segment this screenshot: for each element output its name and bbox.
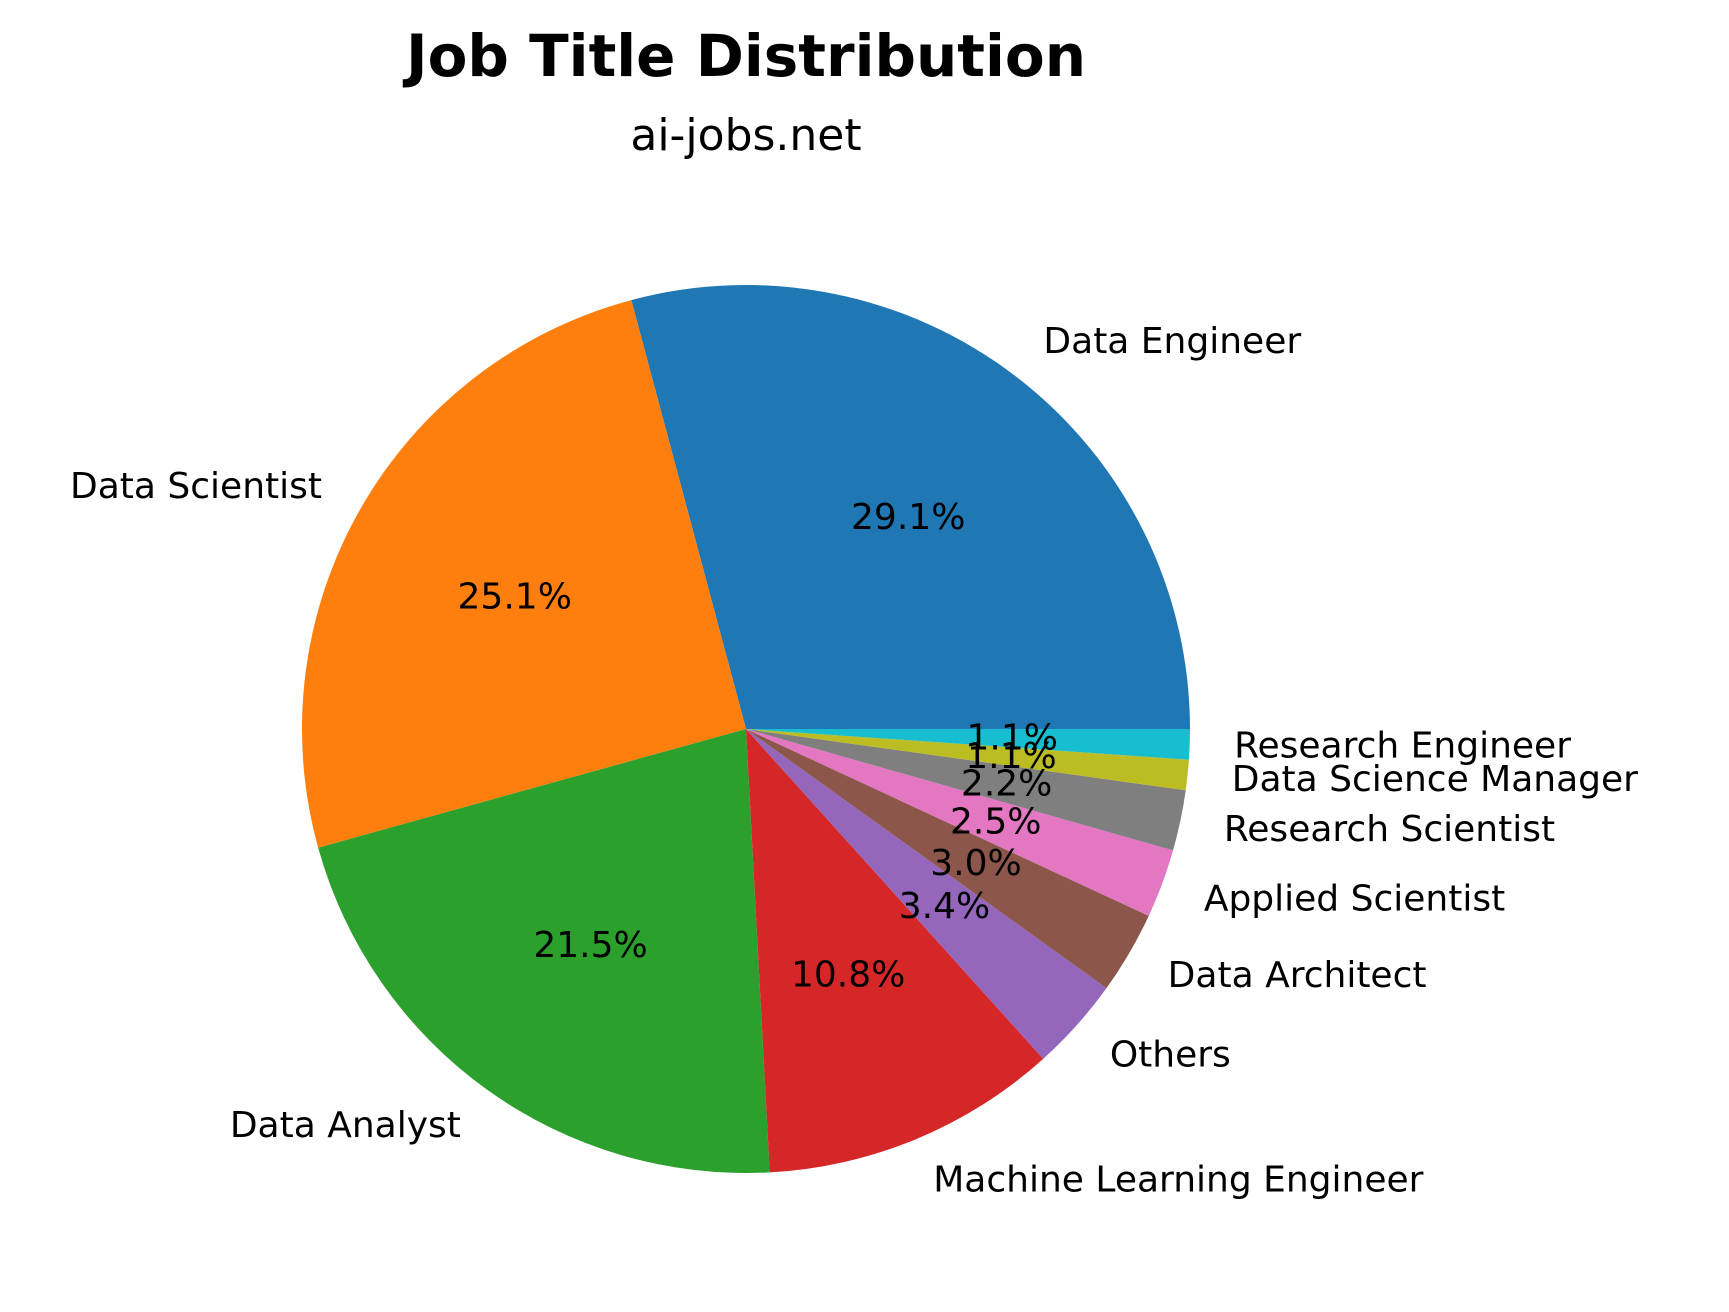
pct-label-applied-scientist: 2.5%: [950, 801, 1041, 842]
label-research-engineer: Research Engineer: [1234, 725, 1571, 766]
percentage-labels: 29.1% 25.1% 21.5% 10.8% 3.4%3.0%2.5%2.2%1.1%…: [458, 497, 1058, 995]
label-data-scientist: Data Scientist: [70, 466, 322, 507]
pct-label-data-engineer: 29.1%: [851, 497, 965, 538]
slice-research-scientist: [746, 729, 1186, 851]
slice-applied-scientist: [746, 729, 1174, 916]
label-applied-scientist: Applied Scientist: [1204, 879, 1505, 920]
slice-others: [746, 729, 1107, 1059]
slice-data-analyst: [318, 729, 770, 1173]
label-research-scientist: Research Scientist: [1224, 809, 1555, 850]
slice-data-scientist: [301, 300, 746, 848]
slice-data-science-manager: [746, 729, 1189, 791]
label-machine-learning-engineer: Machine Learning Engineer: [933, 1160, 1423, 1201]
slice-research-engineer: [746, 729, 1190, 760]
pct-label-research-scientist: 2.2%: [961, 763, 1052, 804]
pct-label-data-architect: 3.0%: [930, 843, 1021, 884]
pct-label-data-scientist: 25.1%: [458, 576, 572, 617]
slice-data-architect: [746, 729, 1149, 989]
chart-subtitle: ai-jobs.net: [630, 110, 861, 161]
pct-label-data-analyst: 21.5%: [533, 925, 647, 966]
label-data-architect: Data Architect: [1168, 955, 1427, 996]
label-data-engineer: Data Engineer: [1043, 321, 1301, 362]
pct-label-research-engineer: 1.1%: [967, 718, 1058, 759]
slice-data-engineer: [631, 284, 1190, 729]
label-others: Others: [1110, 1034, 1231, 1075]
pie-slices: [301, 284, 1190, 1173]
pct-label-data-science-manager: 1.1%: [965, 736, 1056, 777]
label-data-analyst: Data Analyst: [230, 1105, 461, 1146]
slice-machine-learning-engineer: [746, 729, 1044, 1173]
pct-label-machine-learning-engineer: 10.8%: [791, 955, 905, 996]
pct-label-others: 3.4%: [899, 886, 990, 927]
label-data-science-manager: Data Science Manager: [1232, 759, 1638, 800]
slice-labels: Data Engineer Data Scientist Data Analyst M…: [70, 321, 1638, 1200]
chart-title: Job Title Distribution: [402, 22, 1086, 90]
